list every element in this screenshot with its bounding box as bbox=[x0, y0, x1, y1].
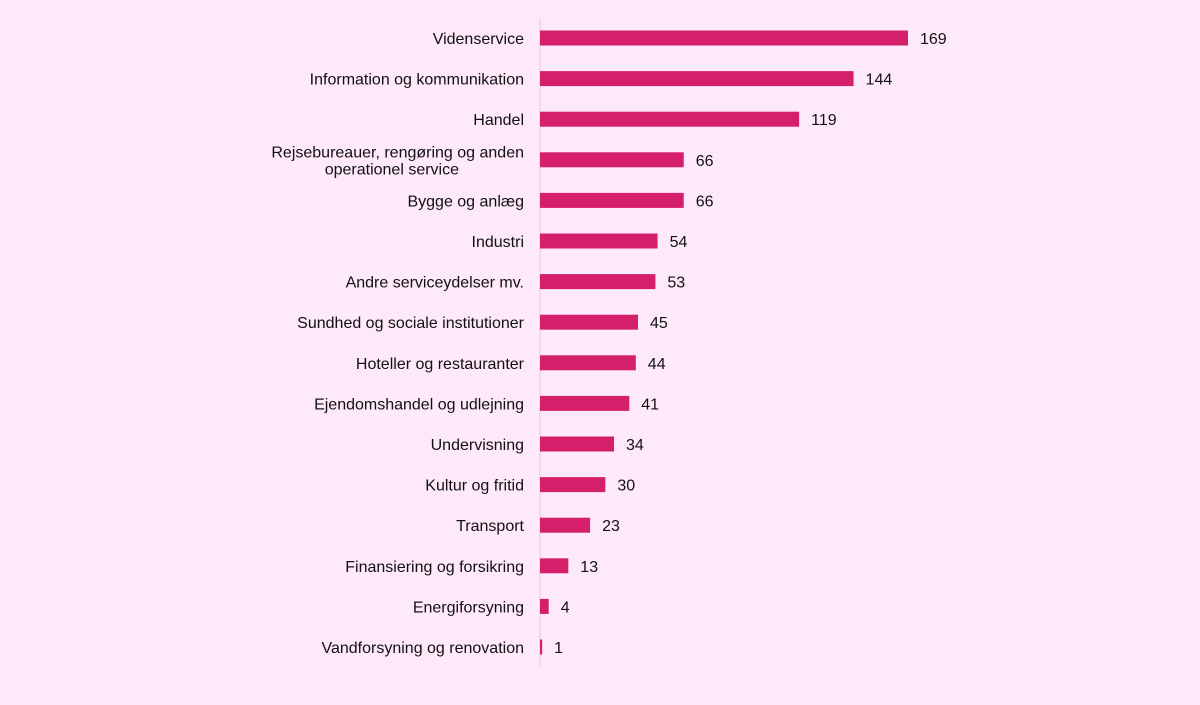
value-label-12: 23 bbox=[602, 518, 620, 535]
bar-2 bbox=[540, 111, 800, 127]
category-label-7: Sundhed og sociale institutioner bbox=[297, 315, 524, 332]
value-label-2: 119 bbox=[811, 112, 837, 129]
bar-7 bbox=[540, 314, 638, 330]
bar-1 bbox=[540, 71, 854, 87]
category-label-11: Kultur og fritid bbox=[425, 478, 524, 495]
value-label-10: 34 bbox=[626, 437, 644, 454]
category-label-2: Handel bbox=[473, 112, 524, 129]
bar-6 bbox=[540, 274, 656, 290]
value-label-1: 144 bbox=[866, 72, 893, 89]
category-label-0: Videnservice bbox=[433, 31, 524, 48]
category-label-15: Vandforsyning og renovation bbox=[321, 640, 524, 657]
bar-4 bbox=[540, 192, 684, 208]
value-label-11: 30 bbox=[617, 478, 635, 495]
category-label-1: Information og kommunikation bbox=[310, 72, 524, 89]
value-label-3: 66 bbox=[696, 153, 714, 170]
value-label-14: 4 bbox=[561, 599, 570, 616]
category-label-13: Finansiering og forsikring bbox=[345, 559, 524, 576]
bar-8 bbox=[540, 355, 636, 371]
bar-10 bbox=[540, 436, 615, 452]
bar-15 bbox=[540, 639, 543, 655]
category-label-6: Andre serviceydelser mv. bbox=[346, 275, 524, 292]
bar-14 bbox=[540, 598, 549, 614]
value-label-8: 44 bbox=[648, 356, 666, 373]
bar-11 bbox=[540, 477, 606, 493]
value-label-6: 53 bbox=[667, 275, 685, 292]
value-label-15: 1 bbox=[554, 640, 563, 657]
category-label-4: Bygge og anlæg bbox=[407, 193, 524, 210]
value-label-4: 66 bbox=[696, 193, 714, 210]
bar-13 bbox=[540, 558, 569, 574]
category-label-12: Transport bbox=[456, 518, 524, 535]
value-label-0: 169 bbox=[920, 31, 947, 48]
category-label-8: Hoteller og restauranter bbox=[356, 356, 525, 373]
bar-0 bbox=[540, 30, 908, 46]
bar-5 bbox=[540, 233, 658, 249]
category-label-5: Industri bbox=[472, 234, 524, 251]
category-label-10: Undervisning bbox=[431, 437, 524, 454]
value-label-9: 41 bbox=[641, 396, 659, 413]
category-label-9: Ejendomshandel og udlejning bbox=[314, 396, 524, 413]
value-label-13: 13 bbox=[580, 559, 598, 576]
category-label-14: Energiforsyning bbox=[413, 599, 524, 616]
bar-3 bbox=[540, 152, 684, 168]
bar-9 bbox=[540, 395, 630, 411]
category-labels: Videnservice Information og kommunikation… bbox=[271, 31, 524, 657]
bar-12 bbox=[540, 517, 591, 533]
bars-layer bbox=[540, 30, 908, 655]
value-label-5: 54 bbox=[670, 234, 688, 251]
category-label-3: Rejsebureauer, rengøring og anden operati… bbox=[271, 144, 524, 178]
value-label-7: 45 bbox=[650, 315, 668, 332]
